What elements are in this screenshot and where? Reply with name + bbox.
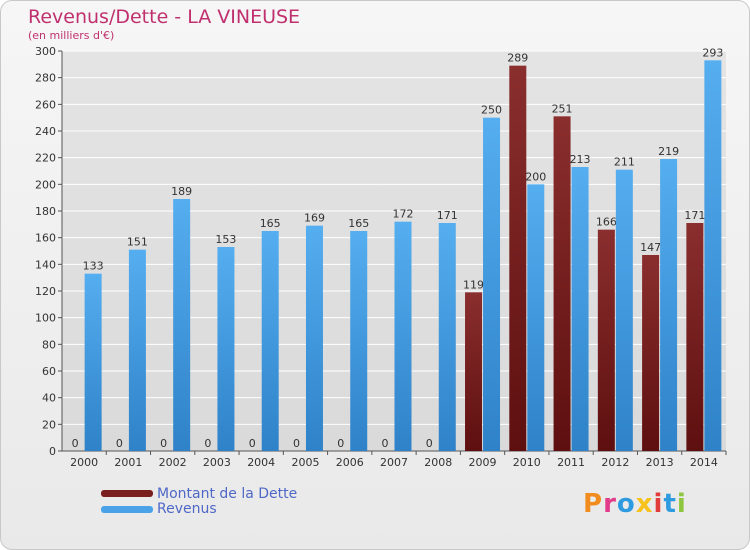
logo-letter: r	[603, 489, 617, 519]
bar-revenue	[217, 247, 235, 451]
y-tick-label: 260	[35, 98, 56, 111]
data-label-revenue: 171	[437, 209, 458, 222]
y-tick-label: 40	[42, 392, 56, 405]
bar-revenue	[571, 167, 589, 451]
y-tick-label: 220	[35, 152, 56, 165]
data-label-debt: 147	[640, 241, 661, 254]
x-tick-label: 2008	[424, 456, 452, 469]
data-label-revenue: 172	[393, 208, 414, 221]
bar-debt	[686, 223, 704, 451]
y-tick-label: 20	[42, 418, 56, 431]
data-label-debt: 0	[160, 437, 167, 450]
x-tick-label: 2005	[291, 456, 319, 469]
data-label-revenue: 200	[525, 170, 546, 183]
bar-revenue	[128, 249, 146, 451]
y-tick-label: 200	[35, 178, 56, 191]
data-label-debt: 119	[463, 278, 484, 291]
bar-revenue	[305, 225, 323, 451]
logo-letter: P	[583, 489, 604, 519]
logo-letter: x	[635, 489, 654, 519]
logo-letter: t	[663, 489, 677, 519]
x-tick-label: 2001	[114, 456, 142, 469]
x-tick-label: 2013	[646, 456, 674, 469]
data-label-revenue: 211	[614, 156, 635, 169]
x-tick-label: 2003	[203, 456, 231, 469]
chart-title: Revenus/Dette - LA VINEUSE	[28, 6, 301, 28]
y-tick-label: 140	[35, 258, 56, 271]
logo-letter: i	[676, 489, 687, 519]
y-tick-label: 100	[35, 312, 56, 325]
bar-revenue	[615, 169, 633, 451]
y-tick-label: 280	[35, 72, 56, 85]
data-label-revenue: 219	[658, 145, 679, 158]
data-label-revenue: 213	[570, 153, 591, 166]
bar-debt	[642, 255, 660, 451]
data-label-debt: 0	[293, 437, 300, 450]
bar-revenue	[483, 117, 501, 452]
proxiti-logo: Proxiti	[583, 489, 687, 519]
plot-area	[62, 51, 726, 451]
x-tick-label: 2014	[690, 456, 718, 469]
bar-revenue	[350, 231, 368, 451]
data-label-revenue: 165	[260, 217, 281, 230]
data-label-debt: 251	[552, 102, 573, 115]
data-label-debt: 0	[382, 437, 389, 450]
data-label-debt: 171	[684, 209, 705, 222]
legend-label-revenue: Revenus	[157, 501, 217, 517]
data-label-debt: 289	[507, 52, 528, 65]
bar-debt	[553, 116, 571, 451]
bar-revenue	[394, 221, 412, 451]
data-label-debt: 0	[337, 437, 344, 450]
data-label-revenue: 151	[127, 236, 148, 249]
x-tick-label: 2000	[70, 456, 98, 469]
x-tick-label: 2007	[380, 456, 408, 469]
bar-revenue	[438, 223, 456, 451]
legend-swatch-revenue	[101, 506, 153, 513]
data-label-debt: 0	[204, 437, 211, 450]
x-tick-label: 2011	[557, 456, 585, 469]
data-label-revenue: 165	[348, 217, 369, 230]
bar-revenue	[660, 159, 678, 451]
logo-letter: o	[616, 489, 636, 519]
data-label-debt: 0	[426, 437, 433, 450]
logo-letter: i	[653, 489, 664, 519]
bar-debt	[465, 292, 483, 451]
bar-revenue	[527, 184, 545, 452]
data-label-debt: 166	[596, 216, 617, 229]
x-tick-label: 2006	[336, 456, 364, 469]
legend-swatch-debt	[101, 490, 153, 497]
legend-label-debt: Montant de la Dette	[157, 486, 298, 502]
data-label-revenue: 169	[304, 212, 325, 225]
y-tick-label: 80	[42, 338, 56, 351]
y-tick-label: 60	[42, 365, 56, 378]
data-label-debt: 0	[72, 437, 79, 450]
x-tick-label: 2009	[469, 456, 497, 469]
bar-revenue	[84, 273, 102, 451]
x-tick-label: 2012	[601, 456, 629, 469]
data-label-revenue: 133	[83, 260, 104, 273]
data-label-revenue: 293	[702, 46, 723, 59]
data-label-revenue: 250	[481, 104, 502, 117]
bar-debt	[597, 229, 615, 451]
x-tick-label: 2010	[513, 456, 541, 469]
data-label-revenue: 153	[215, 233, 236, 246]
data-label-debt: 0	[116, 437, 123, 450]
bar-revenue	[261, 231, 279, 451]
bar-debt	[509, 65, 527, 452]
y-tick-label: 160	[35, 232, 56, 245]
chart-subtitle: (en milliers d'€)	[28, 29, 115, 42]
y-tick-label: 120	[35, 285, 56, 298]
x-tick-label: 2002	[159, 456, 187, 469]
data-label-debt: 0	[249, 437, 256, 450]
y-tick-label: 300	[35, 45, 56, 58]
data-label-revenue: 189	[171, 185, 192, 198]
y-tick-label: 180	[35, 205, 56, 218]
bar-revenue	[704, 60, 722, 451]
y-tick-label: 240	[35, 125, 56, 138]
bar-revenue	[173, 199, 191, 451]
x-tick-label: 2004	[247, 456, 275, 469]
y-tick-label: 0	[49, 445, 56, 458]
